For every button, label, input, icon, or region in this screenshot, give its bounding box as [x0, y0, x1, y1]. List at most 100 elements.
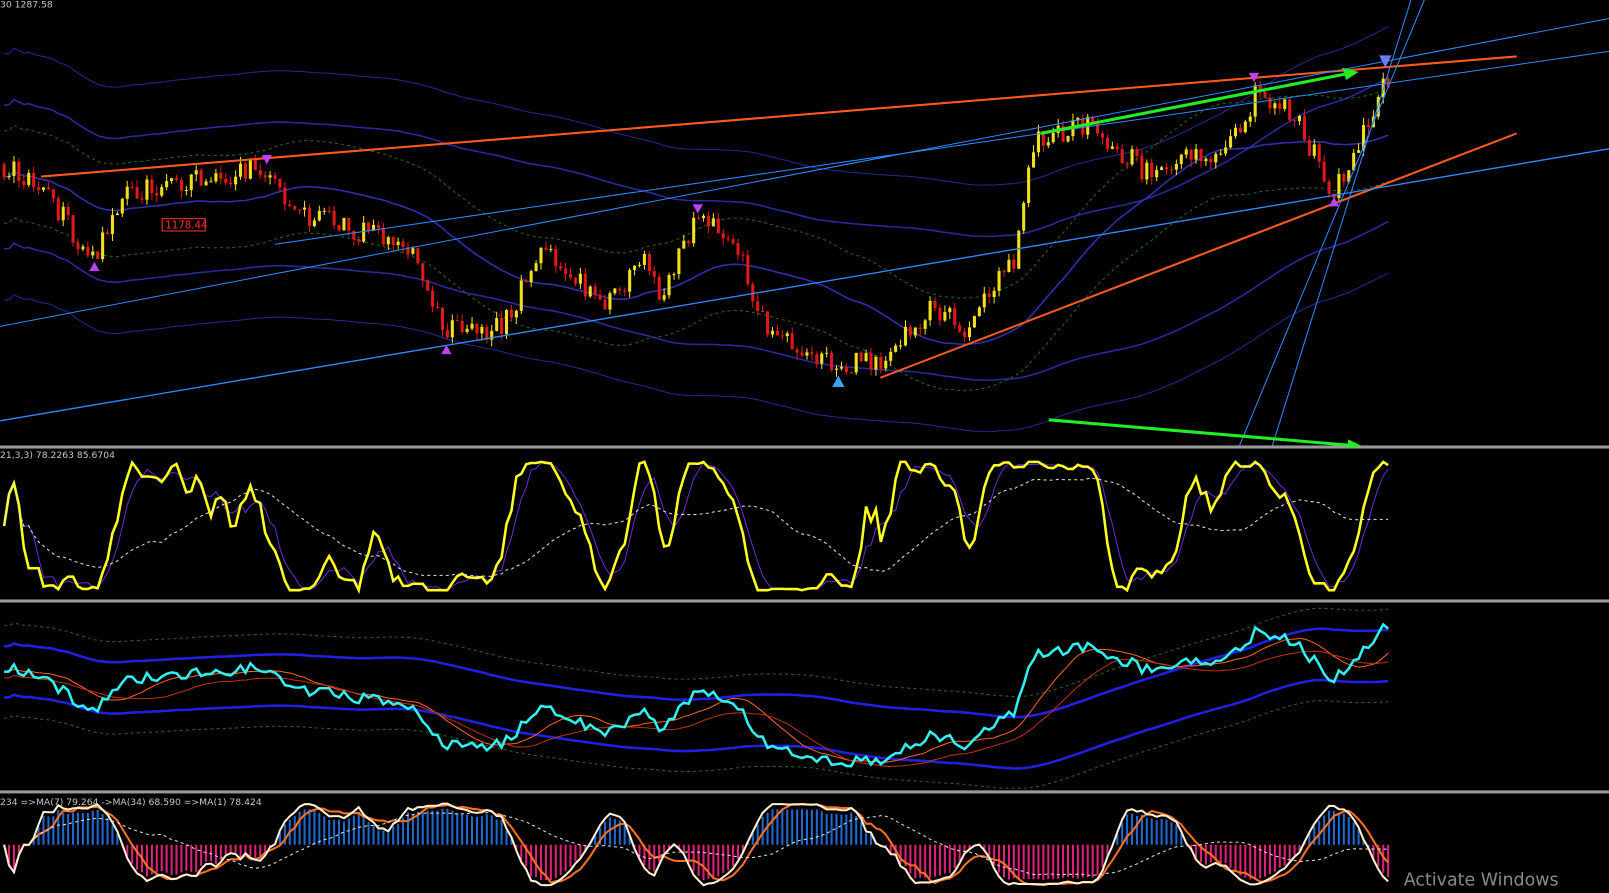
- histogram-bar: [342, 821, 345, 845]
- candle-body: [766, 311, 770, 335]
- histogram-bar: [938, 844, 941, 876]
- candle-body: [618, 288, 622, 291]
- candle-body: [1120, 149, 1124, 164]
- histogram-bar: [993, 844, 996, 866]
- histogram-bar: [909, 844, 912, 874]
- candle-body: [642, 253, 646, 265]
- histogram-bar: [86, 812, 89, 845]
- candle-body: [1243, 121, 1247, 133]
- candle-body: [741, 254, 745, 256]
- histogram-bar: [1328, 810, 1331, 845]
- candle-body: [972, 316, 976, 328]
- candle-body: [761, 310, 765, 312]
- histogram-bar: [81, 812, 84, 845]
- histogram-header: 234 =>MA(7) 79.264 ->MA(34) 68.590 =>MA(…: [0, 797, 262, 808]
- candle-body: [800, 352, 804, 356]
- candle-body: [406, 247, 410, 254]
- candle-body: [997, 271, 1001, 291]
- candle-body: [238, 163, 243, 177]
- histogram-bar: [1096, 844, 1099, 875]
- histogram-bar: [1229, 844, 1232, 868]
- candle-body: [716, 218, 720, 234]
- histogram-bar: [195, 844, 198, 873]
- candle-body: [500, 318, 504, 335]
- candle-body: [56, 198, 60, 221]
- candle-body: [76, 242, 80, 250]
- histogram-bar: [1283, 844, 1286, 866]
- histogram-bar: [569, 844, 572, 868]
- candle-body: [1027, 167, 1031, 203]
- candle-body: [879, 356, 883, 369]
- histogram-bar: [323, 816, 326, 845]
- histogram-bar: [1106, 844, 1109, 856]
- histogram-bar: [702, 844, 705, 881]
- histogram-bar: [658, 844, 661, 863]
- candle-body: [839, 366, 843, 369]
- candle-body: [849, 372, 853, 374]
- histogram-bar: [471, 816, 474, 845]
- histogram-bar: [17, 844, 20, 854]
- histogram-bar: [357, 811, 360, 845]
- histogram-bar: [377, 830, 380, 845]
- histogram-bar: [751, 833, 754, 845]
- histogram-bar: [505, 830, 508, 845]
- candle-body: [1209, 158, 1213, 163]
- candle-body: [150, 179, 154, 194]
- histogram-bar: [1076, 844, 1079, 879]
- histogram-bar: [1057, 844, 1060, 879]
- candle-body: [460, 321, 464, 333]
- histogram-bar: [1377, 844, 1380, 867]
- candle-body: [357, 239, 361, 242]
- histogram-bar: [1254, 844, 1257, 880]
- histogram-bar: [988, 844, 991, 856]
- stoch-slow: [3, 477, 1389, 578]
- candle-body: [480, 326, 484, 334]
- bollinger-band: [4, 180, 1389, 391]
- candle-body: [963, 331, 967, 338]
- candle-body: [943, 312, 947, 321]
- histogram-bar: [525, 844, 528, 867]
- candle-body: [1317, 144, 1321, 162]
- candle-body: [938, 307, 942, 321]
- candle-body: [987, 293, 991, 297]
- candle-body: [1012, 259, 1016, 269]
- candle-body: [371, 224, 376, 231]
- panel-separator: [0, 599, 1609, 603]
- candle-body: [726, 238, 730, 240]
- channel-line: [274, 50, 1609, 245]
- candle-body: [445, 329, 449, 338]
- histogram-bar: [313, 810, 316, 845]
- histogram-bar: [392, 826, 395, 845]
- histogram-bar: [613, 818, 616, 845]
- candle-body: [913, 327, 917, 336]
- candle-body: [248, 159, 252, 179]
- candle-body: [1229, 136, 1233, 148]
- histogram-bar: [845, 814, 848, 845]
- candle-body: [928, 300, 932, 321]
- histogram-bar: [628, 836, 631, 845]
- histogram-bar: [756, 824, 759, 845]
- candle-body: [1046, 142, 1050, 146]
- candle-body: [362, 222, 366, 242]
- histogram-bar: [1214, 844, 1217, 861]
- histogram-bar: [1066, 844, 1070, 877]
- candle-body: [795, 349, 799, 353]
- candle-body: [155, 193, 159, 196]
- candle-body: [288, 204, 292, 207]
- histogram-bar: [200, 844, 203, 866]
- candle-body: [263, 175, 267, 178]
- histogram-bar: [328, 819, 331, 845]
- histogram-bar: [786, 809, 789, 845]
- candle-body: [1297, 116, 1302, 122]
- chart-layer: [2, 26, 1390, 887]
- divergence-arrow: [1040, 72, 1347, 135]
- histogram-bar: [929, 844, 932, 878]
- candle-body: [470, 323, 474, 329]
- histogram-bar: [1002, 844, 1006, 878]
- histogram-bar: [574, 844, 577, 862]
- candle-body: [1322, 161, 1326, 182]
- histogram-bar: [1131, 813, 1134, 845]
- candle-body: [298, 209, 302, 211]
- candle-body: [12, 161, 16, 176]
